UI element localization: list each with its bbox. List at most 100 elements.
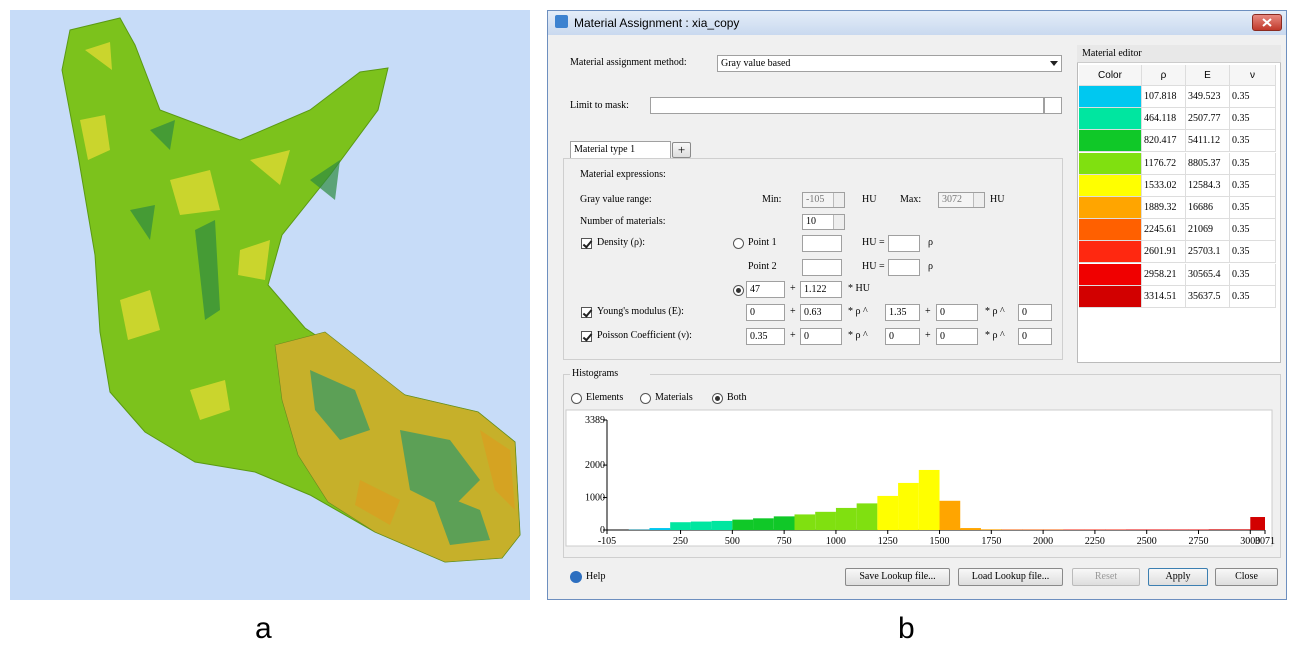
e-cell[interactable]: 30565.4 xyxy=(1186,264,1230,286)
e-cell[interactable]: 21069 xyxy=(1186,219,1230,241)
point-field[interactable] xyxy=(802,259,842,276)
rho-symbol: ρ xyxy=(928,259,938,275)
term-operator: * ρ ^ xyxy=(848,304,884,320)
close-icon xyxy=(1253,15,1281,30)
rho-cell[interactable]: 1533.02 xyxy=(1142,175,1186,197)
color-cell[interactable] xyxy=(1079,241,1142,263)
close-button[interactable] xyxy=(1252,14,1282,31)
column-header: E xyxy=(1186,65,1230,86)
mode-label[interactable]: Elements xyxy=(586,390,646,406)
nu-cell[interactable]: 0.35 xyxy=(1230,286,1276,308)
point-rho-field[interactable] xyxy=(888,235,920,252)
color-cell[interactable] xyxy=(1079,130,1142,152)
rho-cell[interactable]: 3314.51 xyxy=(1142,286,1186,308)
load-button[interactable]: Load Lookup file... xyxy=(958,568,1063,586)
nu-cell[interactable]: 0.35 xyxy=(1230,175,1276,197)
nu-cell[interactable]: 0.35 xyxy=(1230,130,1276,152)
mask-field[interactable] xyxy=(650,97,1044,114)
term-field[interactable]: 0.35 xyxy=(746,328,785,345)
color-cell[interactable] xyxy=(1079,286,1142,308)
tab-add[interactable]: + xyxy=(672,142,691,158)
tab[interactable]: Material type 1 xyxy=(570,141,671,159)
term-operator: + xyxy=(925,304,935,320)
spinner[interactable] xyxy=(833,215,844,229)
term-operator: + xyxy=(790,304,800,320)
nu-cell[interactable]: 0.35 xyxy=(1230,264,1276,286)
young-label: Young's modulus (E): xyxy=(597,304,737,320)
point-field[interactable] xyxy=(802,235,842,252)
term-field[interactable]: 0 xyxy=(936,328,978,345)
density-b-field[interactable]: 1.122 xyxy=(800,281,842,298)
spinner[interactable] xyxy=(833,193,844,207)
e-cell[interactable]: 16686 xyxy=(1186,197,1230,219)
nu-cell[interactable]: 0.35 xyxy=(1230,219,1276,241)
term-operator: + xyxy=(790,328,800,344)
gray-range-label: Gray value range: xyxy=(580,192,730,208)
method-dropdown[interactable]: Gray value based xyxy=(717,55,1062,72)
rho-cell[interactable]: 1176.72 xyxy=(1142,153,1186,175)
spinner[interactable] xyxy=(973,193,984,207)
nu-cell[interactable]: 0.35 xyxy=(1230,86,1276,108)
density-checkbox[interactable] xyxy=(581,238,592,249)
term-operator: + xyxy=(925,328,935,344)
mode-label[interactable]: Materials xyxy=(655,390,715,406)
term-field[interactable]: 1.35 xyxy=(885,304,920,321)
app-icon xyxy=(555,15,568,28)
e-cell[interactable]: 8805.37 xyxy=(1186,153,1230,175)
rho-cell[interactable]: 1889.32 xyxy=(1142,197,1186,219)
editor-title: Material editor xyxy=(1082,46,1232,62)
term-field[interactable]: 0 xyxy=(1018,328,1052,345)
point1-radio[interactable] xyxy=(733,238,744,249)
help-button[interactable]: Help xyxy=(586,569,636,585)
point-rho-field[interactable] xyxy=(888,259,920,276)
save-button[interactable]: Save Lookup file... xyxy=(845,568,950,586)
color-cell[interactable] xyxy=(1079,86,1142,108)
e-cell[interactable]: 25703.1 xyxy=(1186,241,1230,263)
histogram-title: Histograms xyxy=(570,366,650,382)
reset-button[interactable]: Reset xyxy=(1072,568,1140,586)
rho-cell[interactable]: 2245.61 xyxy=(1142,219,1186,241)
term-field[interactable]: 0.63 xyxy=(800,304,842,321)
poisson-label: Poisson Coefficient (ν): xyxy=(597,328,737,344)
nu-cell[interactable]: 0.35 xyxy=(1230,241,1276,263)
color-cell[interactable] xyxy=(1079,197,1142,219)
nu-cell[interactable]: 0.35 xyxy=(1230,108,1276,130)
poisson-checkbox[interactable] xyxy=(581,331,592,342)
rho-cell[interactable]: 107.818 xyxy=(1142,86,1186,108)
rho-cell[interactable]: 464.118 xyxy=(1142,108,1186,130)
mode-label[interactable]: Both xyxy=(727,390,787,406)
close-button-bottom[interactable]: Close xyxy=(1215,568,1278,586)
e-cell[interactable]: 2507.77 xyxy=(1186,108,1230,130)
color-cell[interactable] xyxy=(1079,264,1142,286)
term-field[interactable]: 0 xyxy=(800,328,842,345)
mode-radio[interactable] xyxy=(712,393,723,404)
term-field[interactable]: 0 xyxy=(1018,304,1052,321)
term-field[interactable]: 0 xyxy=(936,304,978,321)
expressions-heading: Material expressions: xyxy=(580,167,780,183)
rho-cell[interactable]: 2601.91 xyxy=(1142,241,1186,263)
apply-button[interactable]: Apply xyxy=(1148,568,1208,586)
e-cell[interactable]: 12584.3 xyxy=(1186,175,1230,197)
color-cell[interactable] xyxy=(1079,153,1142,175)
color-cell[interactable] xyxy=(1079,219,1142,241)
e-cell[interactable]: 349.523 xyxy=(1186,86,1230,108)
nu-cell[interactable]: 0.35 xyxy=(1230,197,1276,219)
term-field[interactable]: 0 xyxy=(746,304,785,321)
linear-radio[interactable] xyxy=(733,285,744,296)
nu-cell[interactable]: 0.35 xyxy=(1230,153,1276,175)
density-a-field[interactable]: 47 xyxy=(746,281,785,298)
density-unit: * HU xyxy=(848,281,878,297)
window-title: Material Assignment : xia_copy xyxy=(574,13,874,33)
young-checkbox[interactable] xyxy=(581,307,592,318)
color-cell[interactable] xyxy=(1079,108,1142,130)
e-cell[interactable]: 5411.12 xyxy=(1186,130,1230,152)
mode-radio[interactable] xyxy=(571,393,582,404)
e-cell[interactable]: 35637.5 xyxy=(1186,286,1230,308)
color-cell[interactable] xyxy=(1079,175,1142,197)
mask-button[interactable] xyxy=(1044,97,1062,114)
rho-cell[interactable]: 2958.21 xyxy=(1142,264,1186,286)
rho-cell[interactable]: 820.417 xyxy=(1142,130,1186,152)
term-field[interactable]: 0 xyxy=(885,328,920,345)
caption: a xyxy=(255,612,285,646)
mode-radio[interactable] xyxy=(640,393,651,404)
